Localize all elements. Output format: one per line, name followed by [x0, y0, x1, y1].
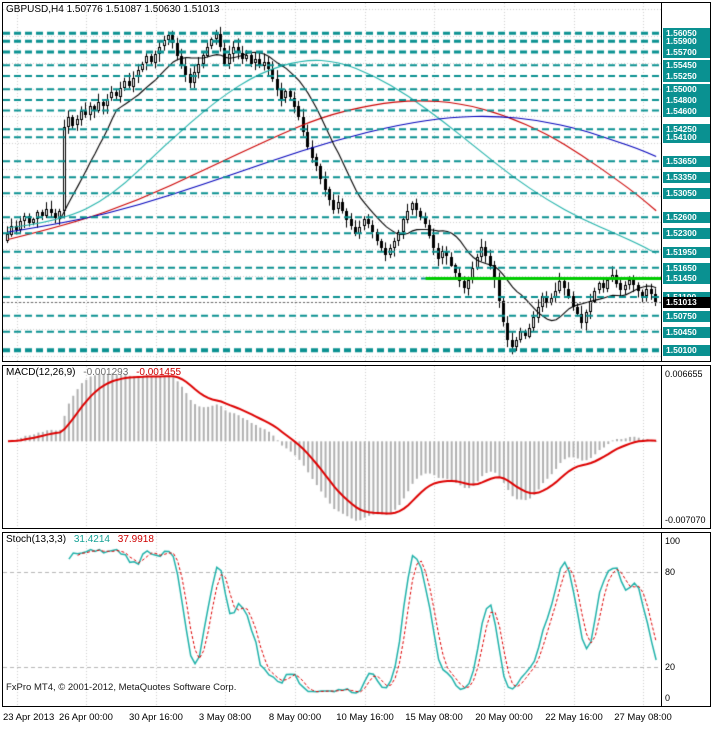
- price-level-label: 1.54250: [663, 124, 710, 135]
- stochastic-scale-label: 80: [665, 567, 676, 577]
- stochastic-signal-value: 37.9918: [117, 534, 154, 545]
- stochastic-scale-label: 20: [665, 662, 676, 672]
- time-axis-label: 23 Apr 2013: [3, 712, 55, 723]
- price-level-label: 1.54600: [663, 106, 710, 117]
- stochastic-canvas[interactable]: [3, 533, 662, 706]
- macd-indicator-panel: MACD(12,26,9) -0.001293 -0.001455 0.0066…: [2, 365, 711, 529]
- price-level-label: 1.56050: [663, 28, 710, 39]
- stochastic-scale-label: 100: [665, 536, 681, 546]
- stochastic-main-value: 31.4214: [73, 534, 110, 545]
- price-level-label: 1.52300: [663, 228, 710, 239]
- copyright-text: FxPro MT4, © 2001-2012, MetaQuotes Softw…: [6, 682, 237, 693]
- time-axis-label: 22 May 16:00: [545, 712, 603, 723]
- price-level-label: 1.53050: [663, 188, 710, 199]
- price-level-label: 1.55700: [663, 47, 710, 58]
- price-chart-canvas[interactable]: [3, 3, 662, 361]
- price-level-label: 1.55450: [663, 60, 710, 71]
- time-axis[interactable]: 23 Apr 2013 26 Apr 00:00 30 Apr 16:00 3 May…: [2, 711, 711, 728]
- time-axis-label: 27 May 08:00: [614, 712, 672, 723]
- time-axis-label: 26 Apr 00:00: [59, 712, 113, 723]
- time-axis-label: 8 May 00:00: [268, 712, 322, 723]
- time-axis-label: 15 May 08:00: [405, 712, 463, 723]
- price-level-label: 1.50100: [663, 345, 710, 356]
- macd-name: MACD(12,26,9): [6, 367, 76, 378]
- price-level-label: 1.55250: [663, 71, 710, 82]
- stochastic-scale-label: 0: [665, 693, 671, 703]
- time-axis-label: 3 May 08:00: [198, 712, 252, 723]
- stochastic-label: Stoch(13,3,3) 31.4214 37.9918: [6, 534, 154, 545]
- macd-canvas[interactable]: [3, 366, 662, 528]
- macd-scale-min: -0.007070: [665, 515, 706, 525]
- current-price-label: 1.51013: [663, 297, 710, 308]
- stochastic-indicator-panel: Stoch(13,3,3) 31.4214 37.9918 FxPro MT4,…: [2, 532, 711, 707]
- macd-signal-value: -0.001455: [136, 367, 182, 378]
- price-level-label: 1.55000: [663, 84, 710, 95]
- price-chart-panel: GBPUSD,H4 1.50776 1.51087 1.50630 1.5101…: [2, 2, 711, 362]
- macd-main-value: -0.001293: [83, 367, 129, 378]
- price-level-label: 1.54800: [663, 95, 710, 106]
- time-axis-label: 30 Apr 16:00: [129, 712, 183, 723]
- time-axis-label: 20 May 00:00: [475, 712, 533, 723]
- macd-scale-max: 0.006655: [665, 369, 703, 379]
- price-level-label: 1.55900: [663, 36, 710, 47]
- price-scale[interactable]: 1.56050 1.55900 1.55700 1.55450 1.55250 1.550…: [662, 3, 711, 361]
- stochastic-name: Stoch(13,3,3): [6, 534, 67, 545]
- price-level-label: 1.51950: [663, 247, 710, 258]
- price-level-label: 1.52600: [663, 212, 710, 223]
- chart-title: GBPUSD,H4 1.50776 1.51087 1.50630 1.5101…: [6, 4, 220, 15]
- time-axis-label: 10 May 16:00: [336, 712, 394, 723]
- price-level-label: 1.50750: [663, 311, 710, 322]
- price-level-label: 1.50450: [663, 327, 710, 338]
- price-level-label: 1.53350: [663, 172, 710, 183]
- price-level-label: 1.53650: [663, 156, 710, 167]
- macd-label: MACD(12,26,9) -0.001293 -0.001455: [6, 367, 181, 378]
- price-level-label: 1.51450: [663, 273, 710, 284]
- price-level-label: 1.51650: [663, 263, 710, 274]
- price-level-label: 1.54100: [663, 132, 710, 143]
